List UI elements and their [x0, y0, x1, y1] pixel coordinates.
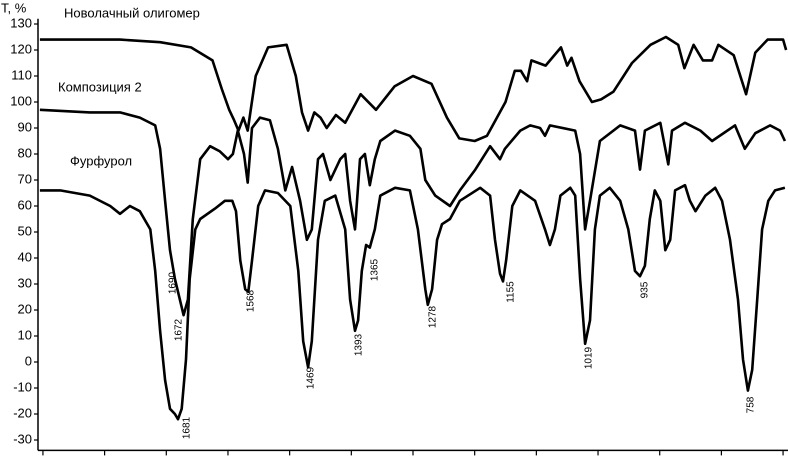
peak-annotation: 1365: [370, 258, 381, 281]
y-tick-label: 50: [18, 223, 32, 238]
y-tick-label: 110: [11, 67, 32, 82]
peak-annotation: 1019: [584, 346, 595, 369]
y-tick-label: -20: [13, 405, 32, 420]
y-tick-label: 90: [18, 119, 32, 134]
peak-annotation: 1690: [168, 271, 179, 294]
y-axis-label: T, %: [1, 0, 27, 15]
peak-annotation: 1155: [506, 281, 517, 303]
peak-annotation: 1393: [354, 333, 365, 356]
y-tick-label: 30: [18, 275, 32, 290]
y-tick-label: 70: [18, 171, 32, 186]
peak-annotation: 758: [746, 396, 757, 413]
y-tick-label: 100: [10, 93, 32, 108]
y-tick-label: -30: [13, 431, 32, 446]
spectrum-line: [39, 183, 786, 421]
spectrum-line: [39, 35, 788, 143]
series-label: Новолачный олигомер: [64, 5, 200, 20]
peak-annotation: 1681: [182, 416, 193, 439]
y-tick-label: -10: [13, 379, 32, 394]
spectrum-line: [39, 108, 787, 317]
y-tick-label: 120: [10, 41, 32, 56]
peak-annotation: 1278: [428, 305, 439, 328]
y-tick-label: 130: [10, 15, 32, 30]
peak-annotation: 1469: [306, 366, 317, 389]
series-label: Фурфурол: [70, 153, 132, 168]
y-tick-label: 0: [25, 353, 32, 368]
y-tick-label: 10: [18, 327, 32, 342]
series-label: Композиция 2: [58, 79, 142, 94]
peak-annotation: 1568: [246, 289, 257, 312]
y-tick-label: 20: [18, 301, 32, 316]
y-tick-label: 80: [18, 145, 32, 160]
peak-annotation: 1672: [174, 318, 185, 341]
y-tick-label: 60: [18, 197, 32, 212]
peak-annotation: 935: [640, 281, 651, 298]
y-tick-label: 40: [18, 249, 32, 264]
